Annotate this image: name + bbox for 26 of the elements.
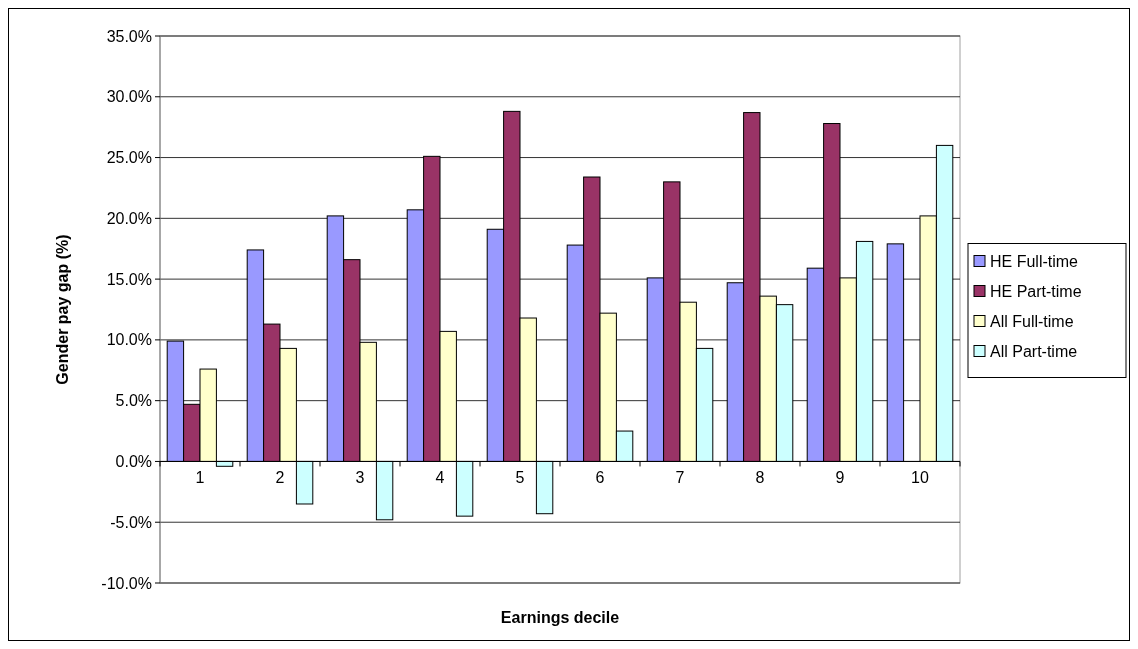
x-tick-label: 10 [911, 469, 929, 487]
x-tick-label: 7 [675, 469, 685, 487]
y-tick-label: 20.0% [106, 209, 152, 227]
y-tick-label: 0.0% [115, 453, 152, 471]
x-tick-label: 3 [355, 469, 365, 487]
y-tick-label: 10.0% [106, 331, 152, 349]
y-tick-label: 5.0% [115, 392, 152, 410]
y-tick-label: -10.0% [101, 574, 152, 592]
y-tick-label: -5.0% [110, 513, 152, 531]
legend-label: HE Full-time [990, 253, 1079, 271]
x-tick-label: 8 [755, 469, 765, 487]
y-tick-label: 35.0% [106, 27, 152, 45]
y-tick-label: 25.0% [106, 149, 152, 167]
legend-label: All Full-time [990, 313, 1074, 331]
legend-label: HE Part-time [990, 283, 1082, 301]
y-tick-label: 30.0% [106, 88, 152, 106]
y-axis-title: Gender pay gap (%) [54, 234, 71, 385]
y-tick-label: 15.0% [106, 270, 152, 288]
x-tick-label: 2 [275, 469, 285, 487]
x-tick-label: 1 [195, 469, 205, 487]
x-tick-label: 9 [835, 469, 845, 487]
x-tick-label: 6 [595, 469, 605, 487]
x-axis-title: Earnings decile [500, 609, 620, 626]
legend-label: All Part-time [990, 343, 1078, 361]
x-tick-label: 4 [435, 469, 445, 487]
x-tick-label: 5 [515, 469, 525, 487]
